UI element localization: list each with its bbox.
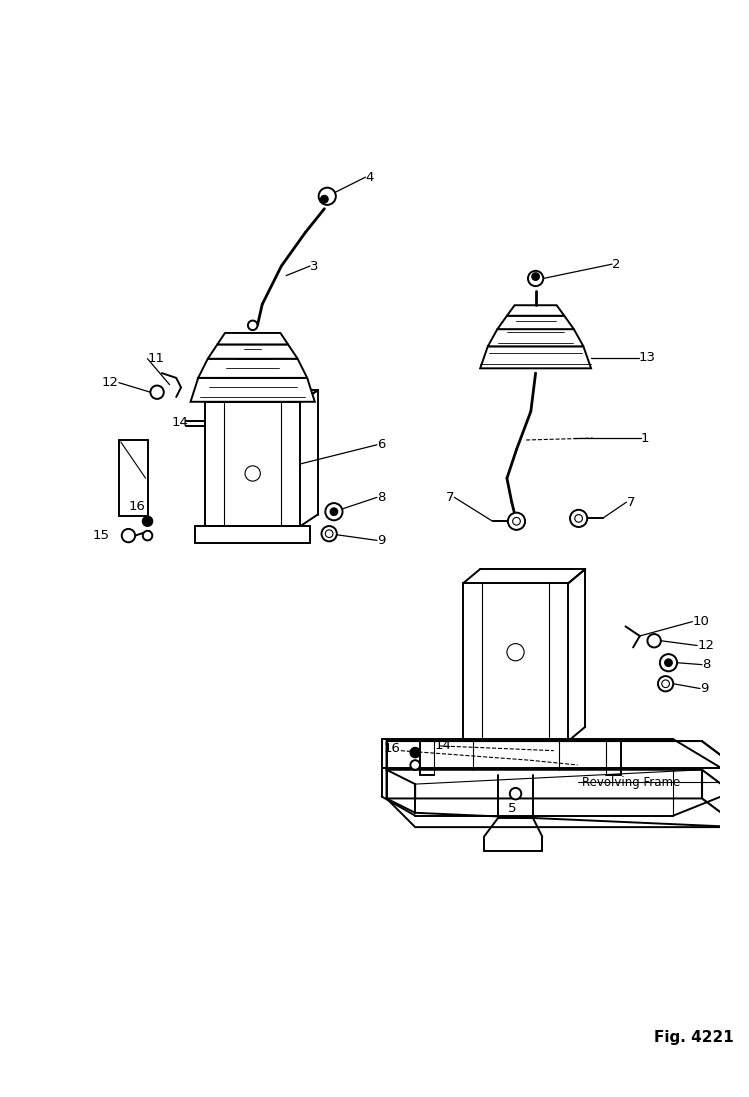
Text: 7: 7	[626, 496, 635, 509]
Circle shape	[532, 273, 539, 281]
Circle shape	[658, 676, 673, 691]
Circle shape	[662, 680, 670, 688]
Text: 14: 14	[172, 416, 188, 429]
Circle shape	[321, 527, 337, 541]
Text: 9: 9	[700, 682, 709, 695]
Text: 8: 8	[702, 658, 710, 671]
Text: 8: 8	[377, 490, 385, 504]
Text: 5: 5	[508, 802, 516, 814]
Text: 7: 7	[446, 490, 455, 504]
Polygon shape	[497, 316, 574, 329]
Text: 12: 12	[697, 640, 714, 652]
Circle shape	[660, 654, 677, 671]
Circle shape	[151, 385, 164, 399]
Circle shape	[410, 748, 420, 757]
Circle shape	[325, 504, 342, 520]
Circle shape	[143, 517, 152, 527]
Circle shape	[574, 514, 583, 522]
Polygon shape	[702, 770, 740, 827]
Polygon shape	[386, 742, 740, 799]
Text: 14: 14	[434, 739, 451, 753]
Circle shape	[325, 530, 333, 538]
Circle shape	[570, 510, 587, 527]
Circle shape	[510, 788, 521, 800]
Circle shape	[122, 529, 135, 542]
Text: 4: 4	[366, 171, 374, 183]
Polygon shape	[207, 344, 297, 359]
Text: 1: 1	[640, 431, 649, 444]
Text: 13: 13	[639, 351, 656, 364]
Circle shape	[508, 512, 525, 530]
Polygon shape	[217, 333, 288, 344]
Text: 9: 9	[377, 534, 385, 547]
Circle shape	[512, 518, 521, 525]
Text: 12: 12	[102, 376, 119, 389]
Circle shape	[528, 271, 543, 286]
Text: Fig. 4221: Fig. 4221	[654, 1030, 734, 1045]
Text: 2: 2	[612, 258, 621, 271]
Text: 11: 11	[148, 352, 165, 365]
Circle shape	[143, 531, 152, 541]
Text: 6: 6	[377, 439, 385, 451]
Polygon shape	[386, 799, 740, 827]
Polygon shape	[386, 770, 415, 813]
Circle shape	[248, 320, 258, 330]
Polygon shape	[507, 305, 564, 316]
Text: Revolving Frame: Revolving Frame	[583, 776, 681, 789]
Text: 16: 16	[384, 743, 401, 755]
Polygon shape	[198, 359, 307, 377]
Polygon shape	[488, 329, 583, 347]
Circle shape	[507, 644, 524, 660]
Text: 15: 15	[92, 529, 109, 542]
Polygon shape	[480, 347, 591, 369]
Circle shape	[245, 466, 261, 482]
Circle shape	[321, 195, 328, 203]
Text: 3: 3	[310, 260, 318, 272]
Circle shape	[410, 760, 420, 770]
Circle shape	[664, 659, 673, 667]
Polygon shape	[190, 377, 315, 402]
Text: 16: 16	[129, 500, 145, 513]
Circle shape	[330, 508, 338, 516]
Text: 10: 10	[692, 615, 709, 629]
Circle shape	[647, 634, 661, 647]
Circle shape	[318, 188, 336, 205]
